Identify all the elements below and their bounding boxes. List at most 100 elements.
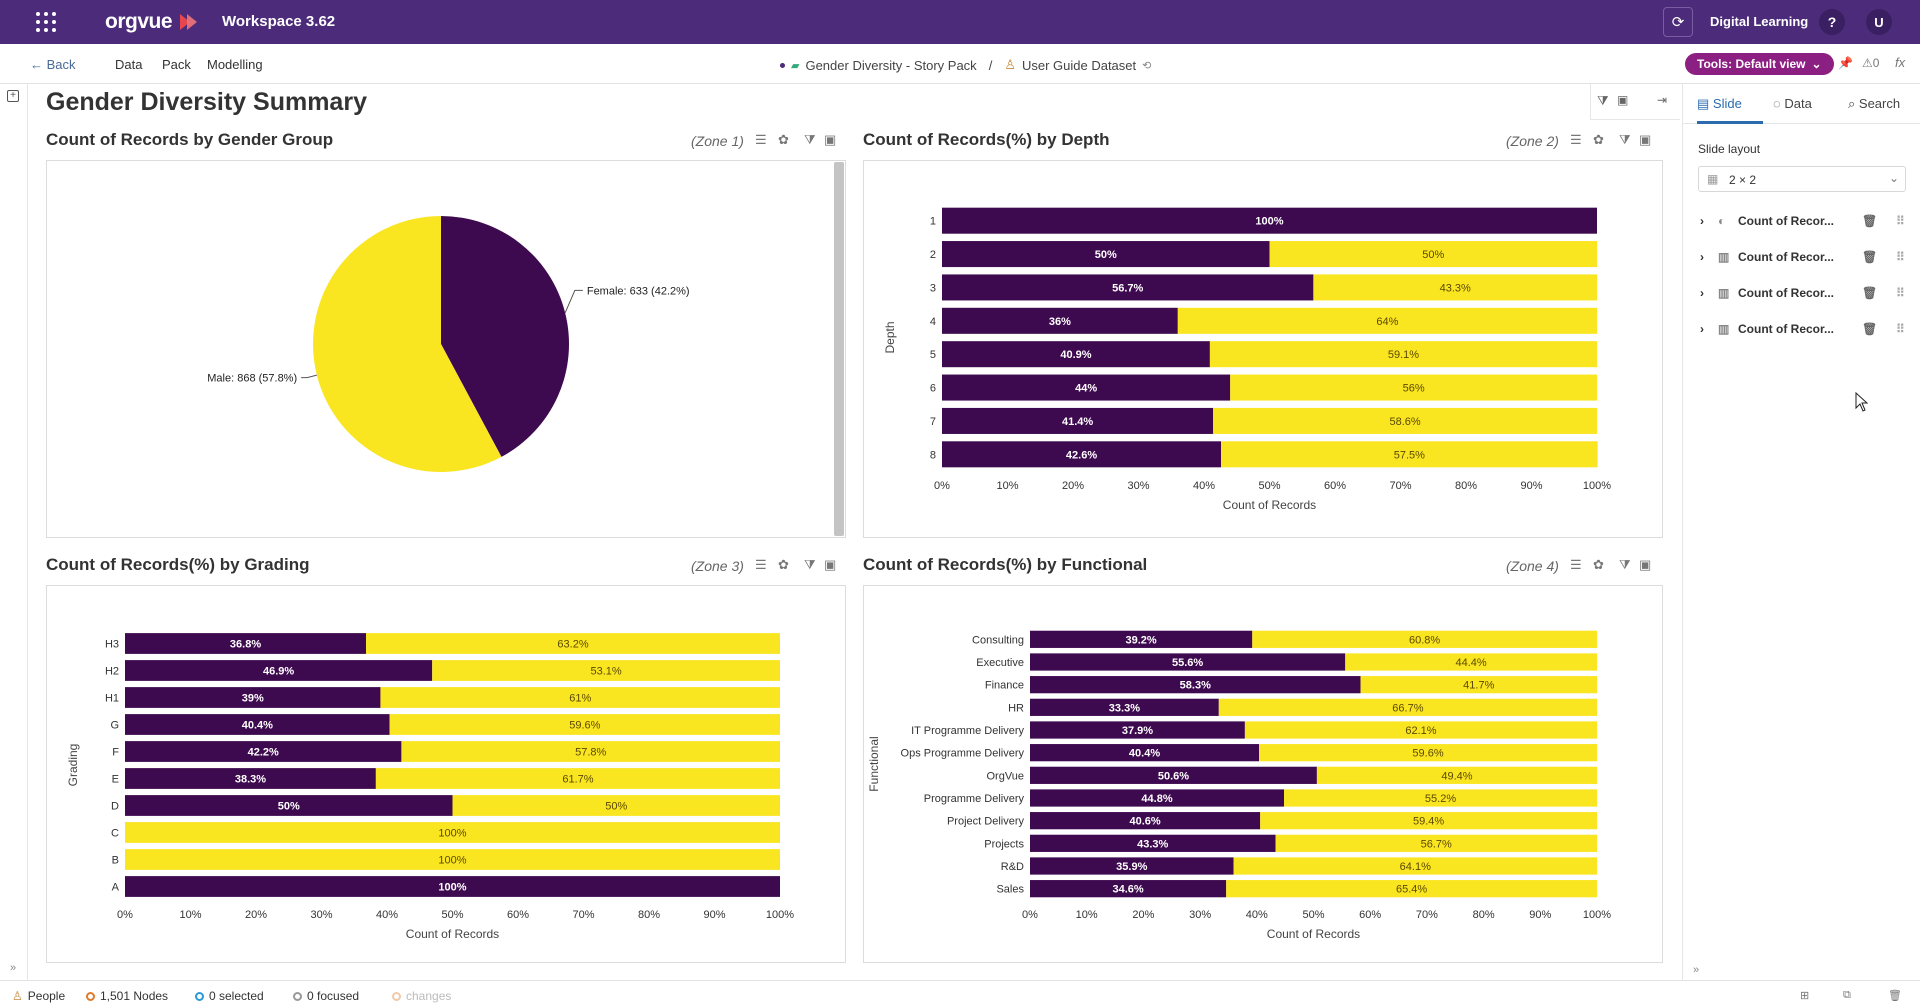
zone-list-item-1[interactable]: › ◐ Count of Recor... 🗑 ⠿: [1698, 210, 1908, 234]
bar-male[interactable]: [1244, 721, 1597, 739]
nav-data[interactable]: Data: [115, 57, 143, 72]
bar-male[interactable]: [1260, 812, 1597, 830]
status-focused[interactable]: 0 focused: [293, 989, 359, 1003]
status-selected[interactable]: 0 selected: [195, 989, 264, 1003]
bar-male[interactable]: [1284, 789, 1597, 807]
palette-icon[interactable]: ✿: [1593, 557, 1604, 572]
user-avatar[interactable]: U: [1866, 9, 1892, 35]
zone-3-title[interactable]: Count of Records(%) by Grading: [46, 555, 310, 574]
bar-female[interactable]: [125, 714, 390, 735]
bar-female[interactable]: [125, 876, 780, 897]
list-icon[interactable]: ☰: [755, 132, 767, 147]
pin-icon[interactable]: 📌: [1838, 56, 1853, 70]
chevron-right-icon[interactable]: ›: [1700, 214, 1704, 228]
bar-male[interactable]: [1275, 834, 1597, 852]
expand-right-icon[interactable]: »: [1693, 964, 1700, 976]
tab-data[interactable]: ◌ Data: [1773, 96, 1812, 111]
chevron-right-icon[interactable]: ›: [1700, 250, 1704, 264]
tab-search[interactable]: ⌕ Search: [1848, 96, 1900, 112]
bar-male[interactable]: [1269, 241, 1598, 268]
bar-female[interactable]: [942, 274, 1314, 301]
filter-icon[interactable]: ⧩: [1619, 557, 1631, 572]
comment-icon[interactable]: ▣: [1639, 132, 1652, 147]
bar-female[interactable]: [942, 441, 1222, 468]
bar-female[interactable]: [942, 407, 1214, 434]
bar-female[interactable]: [1030, 744, 1260, 762]
bar-female[interactable]: [125, 768, 376, 789]
crumb-pack[interactable]: Gender Diversity - Story Pack: [805, 57, 977, 73]
bar-female[interactable]: [1030, 630, 1253, 648]
zone-1-title[interactable]: Count of Records by Gender Group: [46, 130, 334, 149]
bar-female[interactable]: [942, 241, 1270, 268]
bar-male[interactable]: [1252, 630, 1597, 648]
filter-icon[interactable]: ⧩: [804, 557, 816, 572]
pie-slice-female[interactable]: [441, 216, 569, 457]
bar-male[interactable]: [389, 714, 780, 735]
add-icon[interactable]: ⊞: [1800, 990, 1810, 1002]
filter-icon[interactable]: ⧩: [1619, 132, 1631, 147]
trash-icon[interactable]: 🗑: [1888, 990, 1902, 1002]
bar-female[interactable]: [1030, 812, 1261, 830]
add-slide-icon[interactable]: +: [7, 90, 19, 102]
bar-female[interactable]: [1030, 676, 1361, 694]
nav-modelling[interactable]: Modelling: [207, 57, 263, 72]
bar-male[interactable]: [1177, 307, 1597, 334]
bar-male[interactable]: [1209, 341, 1597, 368]
trash-icon[interactable]: 🗑: [1862, 322, 1878, 336]
back-button[interactable]: ← Back: [30, 57, 76, 72]
comment-icon[interactable]: ▣: [824, 557, 837, 572]
expand-left-icon[interactable]: »: [10, 962, 17, 974]
drag-handle-icon[interactable]: ⠿: [1896, 322, 1905, 336]
trash-icon[interactable]: 🗑: [1862, 250, 1878, 264]
comment-icon[interactable]: ▣: [824, 132, 837, 147]
chevron-right-icon[interactable]: ›: [1700, 322, 1704, 336]
bar-male[interactable]: [401, 741, 780, 762]
page-title[interactable]: Gender Diversity Summary: [46, 88, 367, 116]
bar-male[interactable]: [375, 768, 780, 789]
palette-icon[interactable]: ✿: [778, 132, 789, 147]
bar-female[interactable]: [125, 687, 381, 708]
bar-female[interactable]: [1030, 880, 1227, 898]
bar-male[interactable]: [432, 660, 780, 681]
palette-icon[interactable]: ✿: [1593, 132, 1604, 147]
trash-icon[interactable]: 🗑: [1862, 214, 1878, 228]
bar-male[interactable]: [1313, 274, 1597, 301]
bar-male[interactable]: [380, 687, 780, 708]
trash-icon[interactable]: 🗑: [1862, 286, 1878, 300]
chevron-right-icon[interactable]: ›: [1700, 286, 1704, 300]
help-button[interactable]: ?: [1819, 9, 1845, 35]
bar-male[interactable]: [125, 822, 780, 843]
bar-female[interactable]: [1030, 766, 1317, 784]
bar-male[interactable]: [452, 795, 781, 816]
crumb-dataset[interactable]: User Guide Dataset: [1021, 57, 1137, 73]
bar-female[interactable]: [1030, 698, 1219, 716]
bar-male[interactable]: [1233, 857, 1597, 875]
bar-female[interactable]: [1030, 789, 1285, 807]
functional-bar-chart[interactable]: 39.2% 60.8% Consulting 55.6% 44.4% Executive 5…: [864, 586, 1662, 962]
drag-handle-icon[interactable]: ⠿: [1896, 214, 1905, 228]
bar-female[interactable]: [942, 207, 1597, 234]
list-icon[interactable]: ☰: [1570, 557, 1582, 572]
grading-bar-chart[interactable]: 36.8% 63.2% H3 46.9% 53.1% H2 39% 61% H1 40.4% 59.…: [47, 586, 845, 962]
export-icon[interactable]: ⇥: [1657, 93, 1668, 107]
zone-list-item-3[interactable]: › ▥ Count of Recor... 🗑 ⠿: [1698, 282, 1908, 306]
formula-button[interactable]: fx: [1895, 55, 1906, 70]
bar-female[interactable]: [125, 633, 367, 654]
bar-female[interactable]: [125, 795, 453, 816]
status-nodes[interactable]: 1,501 Nodes: [86, 989, 168, 1003]
refresh-button[interactable]: ⟳: [1663, 7, 1693, 37]
alert-count[interactable]: ⚠0: [1862, 56, 1879, 70]
bar-male[interactable]: [366, 633, 780, 654]
pie-chart[interactable]: Female: 633 (42.2%) Male: 868 (57.8%): [47, 161, 845, 537]
bar-male[interactable]: [1360, 676, 1597, 694]
app-launcher-icon[interactable]: [36, 12, 56, 32]
bar-female[interactable]: [942, 341, 1210, 368]
status-people[interactable]: ♙ People: [12, 989, 65, 1003]
zone-list-item-4[interactable]: › ▥ Count of Recor... 🗑 ⠿: [1698, 318, 1908, 342]
tab-slide[interactable]: ▤ Slide: [1697, 96, 1742, 112]
bar-female[interactable]: [1030, 857, 1234, 875]
sync-icon[interactable]: ⟲: [1142, 59, 1152, 72]
drag-handle-icon[interactable]: ⠿: [1896, 286, 1905, 300]
filter-icon[interactable]: ⧩: [804, 132, 816, 147]
bar-female[interactable]: [942, 374, 1231, 401]
